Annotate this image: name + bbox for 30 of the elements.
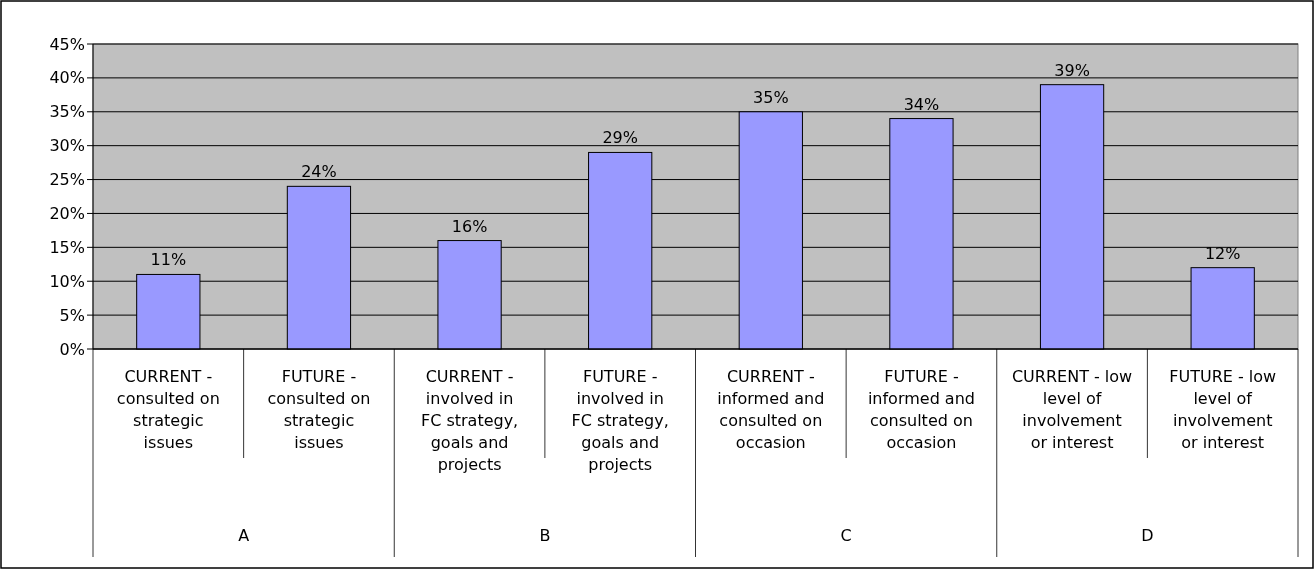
x-tick-label: FUTURE - consulted on strategic issues xyxy=(267,367,371,452)
data-label: 34% xyxy=(903,94,940,114)
x-tick-label: FUTURE - informed and consulted on occasion xyxy=(867,367,975,452)
y-tick-label: 10% xyxy=(49,271,85,291)
x-tick-label: CURRENT - informed and consulted on occasion xyxy=(717,367,825,452)
y-tick-label: 30% xyxy=(49,136,85,156)
y-tick-label: 45% xyxy=(49,34,85,54)
y-tick-label: 25% xyxy=(49,170,85,190)
x-tick-label: CURRENT - involved in FC strategy, goals and projects xyxy=(420,367,519,474)
x-tick-label: CURRENT - consulted on strategic issues xyxy=(116,367,220,452)
x-tick-label: FUTURE - low level of involvement or interest xyxy=(1169,367,1277,452)
y-tick-label: 40% xyxy=(49,68,85,88)
text: D xyxy=(1141,526,1154,545)
y-tick-label: 15% xyxy=(49,237,85,257)
y-tick-label: 35% xyxy=(49,102,85,122)
text: A xyxy=(238,526,250,545)
data-label: 24% xyxy=(301,162,337,182)
data-label: 12% xyxy=(1204,243,1241,263)
text: B xyxy=(539,526,551,545)
x-tick-label: FUTURE - involved in FC strategy, goals and projects xyxy=(571,367,669,474)
text: C xyxy=(840,526,852,545)
data-label: 11% xyxy=(150,250,187,270)
y-tick-label: 0% xyxy=(59,339,85,359)
y-tick-label: 5% xyxy=(59,305,85,325)
data-label: 29% xyxy=(602,128,638,148)
y-tick-label: 20% xyxy=(49,204,85,224)
data-label: 35% xyxy=(753,87,789,107)
data-label: 39% xyxy=(1054,60,1090,80)
data-label: 16% xyxy=(451,216,488,236)
x-tick-label: CURRENT - low level of involvement or interest xyxy=(1011,367,1133,452)
